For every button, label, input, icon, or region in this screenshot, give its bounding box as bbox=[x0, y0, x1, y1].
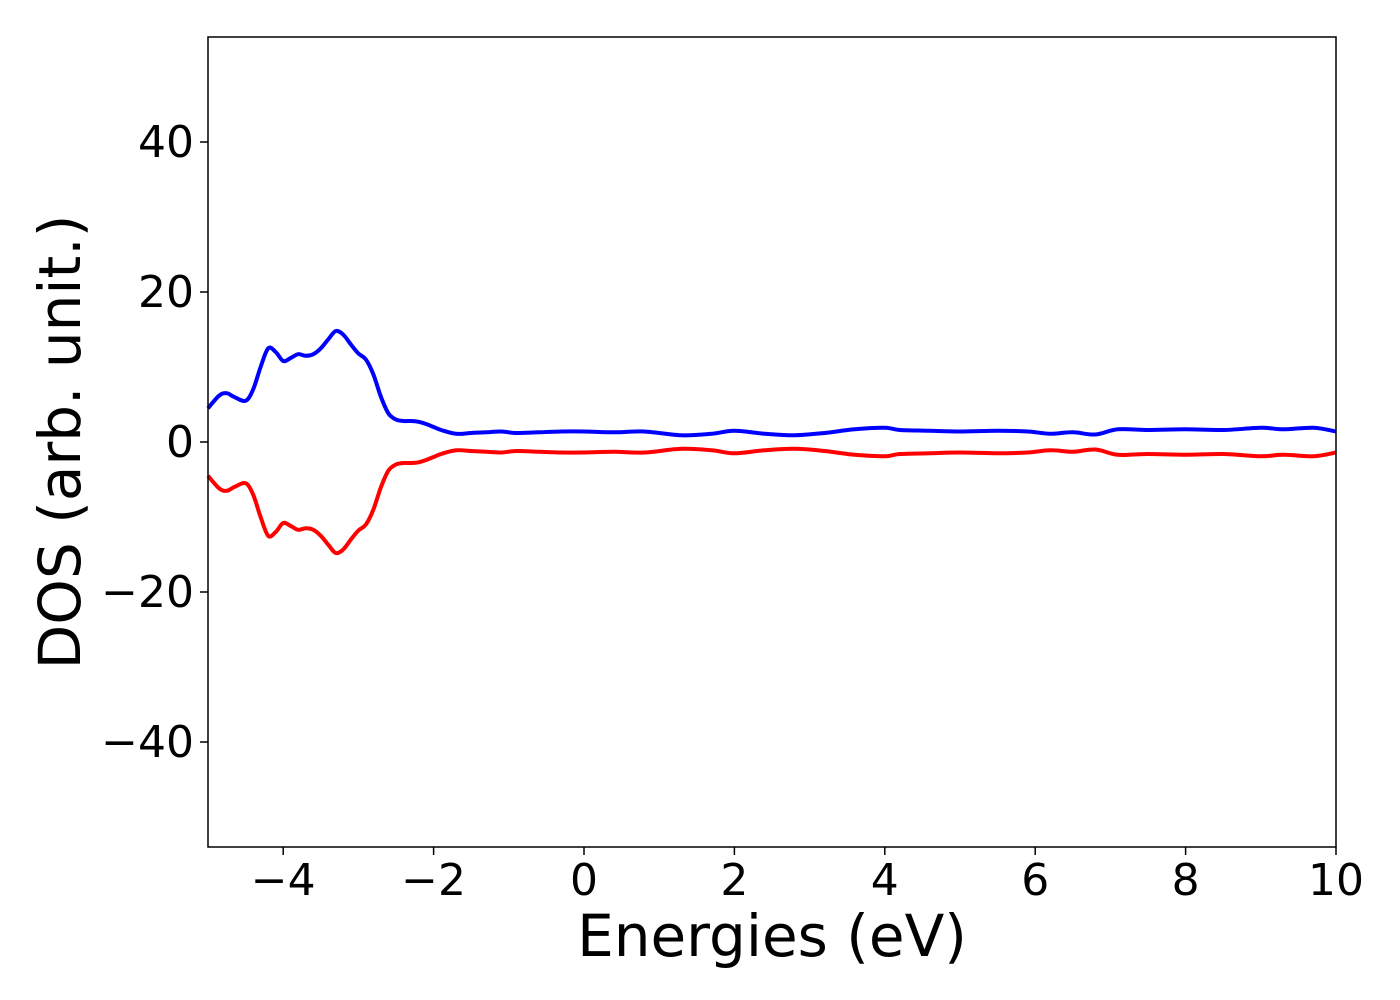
x-tick-label: −4 bbox=[251, 855, 316, 906]
x-tick-label: 8 bbox=[1172, 855, 1200, 906]
y-tick-label: 20 bbox=[138, 267, 194, 318]
x-axis: −4 −2 0 2 4 6 8 10 bbox=[251, 847, 1364, 906]
x-tick-label: 6 bbox=[1021, 855, 1049, 906]
y-tick-label: −40 bbox=[101, 717, 194, 768]
y-tick-label: −20 bbox=[101, 567, 194, 618]
x-axis-title: Energies (eV) bbox=[577, 902, 967, 970]
series-line-2 bbox=[206, 446, 1337, 556]
y-tick-label: 0 bbox=[166, 417, 194, 468]
y-tick-label: 40 bbox=[138, 117, 194, 168]
x-tick-label: 0 bbox=[570, 855, 598, 906]
x-tick-label: 4 bbox=[871, 855, 899, 906]
y-axis-title: DOS (arb. unit.) bbox=[26, 215, 94, 670]
y-axis: 40 20 0 −20 −40 bbox=[101, 117, 208, 768]
x-tick-label: 10 bbox=[1308, 855, 1364, 906]
x-tick-label: −2 bbox=[401, 855, 466, 906]
x-tick-label: 2 bbox=[720, 855, 748, 906]
series-line-1 bbox=[206, 328, 1337, 438]
series-layer bbox=[206, 328, 1337, 556]
